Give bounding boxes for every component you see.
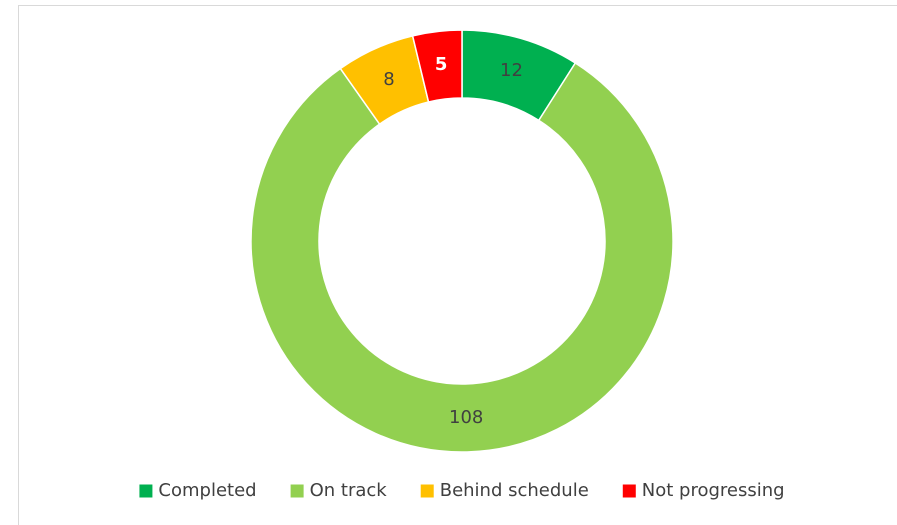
legend-swatch: [290, 484, 304, 498]
legend-label: Completed: [158, 480, 256, 501]
legend-swatch: [139, 484, 153, 498]
data-label: 8: [383, 69, 394, 90]
legend-label: On track: [310, 480, 388, 501]
donut-segment: [250, 61, 674, 453]
legend-swatch: [420, 484, 434, 498]
legend-label: Behind schedule: [440, 480, 589, 501]
legend-swatch: [622, 484, 636, 498]
data-label: 108: [449, 407, 483, 428]
data-label: 12: [500, 60, 523, 81]
data-label: 5: [435, 54, 448, 75]
donut-segment: [411, 29, 463, 103]
legend-label: Not progressing: [642, 480, 785, 501]
